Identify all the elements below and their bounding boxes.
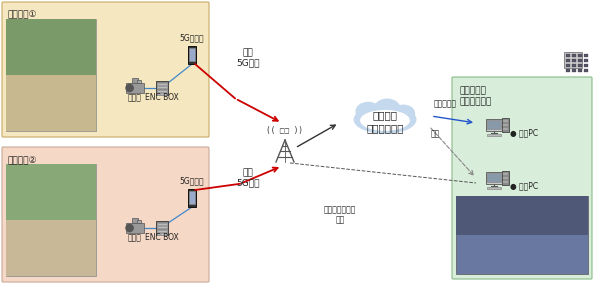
Bar [503,173,508,175]
Bar [584,54,587,57]
Text: フジテレビ
受けスタジオ: フジテレビ 受けスタジオ [459,86,491,106]
Bar [572,64,575,67]
Bar [487,174,500,182]
Bar [156,81,168,95]
Bar [487,187,500,189]
Bar [487,119,502,131]
Text: ENC BOX: ENC BOX [145,93,179,102]
Bar [456,196,588,235]
Bar [563,52,583,68]
Bar [572,69,575,72]
Text: 制御: 制御 [431,129,440,138]
Bar [578,59,581,62]
Bar [487,172,502,184]
Bar [503,120,508,122]
Bar [503,124,508,126]
Bar [157,86,167,88]
Ellipse shape [356,102,380,120]
Ellipse shape [361,111,409,130]
Bar [487,121,500,129]
Bar [487,134,500,136]
Text: 商用
5G回線: 商用 5G回線 [236,168,260,188]
Bar [157,223,167,225]
Text: インターネット
回線: インターネット 回線 [324,205,356,224]
Bar [503,128,508,130]
Bar [156,221,168,235]
Bar [566,64,569,67]
Bar [137,80,142,83]
Bar [503,181,508,183]
Bar [572,54,575,57]
Bar [502,118,509,132]
Bar [502,171,509,185]
Bar [6,164,96,276]
Bar [6,164,96,220]
Bar [578,54,581,57]
Bar [188,46,196,64]
Text: 5Gスマホ: 5Gスマホ [179,176,205,185]
Bar [572,59,575,62]
FancyBboxPatch shape [2,147,209,282]
FancyBboxPatch shape [452,77,592,279]
Bar [578,69,581,72]
Bar [456,196,588,274]
Bar [157,226,167,228]
Bar [133,78,138,83]
Bar [133,218,138,223]
Bar [6,19,96,131]
Text: クラウド
中継システム: クラウド 中継システム [366,110,404,134]
Bar [584,59,587,62]
Bar [6,19,96,75]
Text: 中継拠点②: 中継拠点② [8,155,38,164]
Bar [157,233,167,235]
Text: ● 操作PC: ● 操作PC [510,181,538,190]
Text: カメラ: カメラ [128,233,142,242]
Circle shape [126,84,133,91]
Bar [126,223,144,233]
Bar [6,220,96,276]
Text: 映像・音声: 映像・音声 [434,99,457,108]
Bar [566,54,569,57]
Text: 5Gスマホ: 5Gスマホ [179,33,205,42]
Bar [6,75,96,131]
Text: 商用
5G回線: 商用 5G回線 [236,48,260,67]
Bar [578,64,581,67]
Bar [190,191,194,204]
FancyBboxPatch shape [2,2,209,137]
Bar [126,83,144,93]
Bar [157,83,167,85]
Text: ENC BOX: ENC BOX [145,233,179,242]
Bar [566,59,569,62]
Bar [157,93,167,95]
Bar [566,69,569,72]
Ellipse shape [374,99,400,119]
Bar [188,189,196,207]
Circle shape [126,224,133,232]
Ellipse shape [392,105,415,122]
Bar [584,64,587,67]
Bar [503,177,508,179]
Bar [157,230,167,232]
Text: 中継拠点①: 中継拠点① [8,10,38,19]
Bar [584,69,587,72]
Bar [157,90,167,92]
Ellipse shape [354,106,416,133]
Text: ● 受信PC: ● 受信PC [510,128,538,137]
Bar [190,48,194,61]
Text: (( □□ )): (( □□ )) [266,125,304,135]
Text: カメラ: カメラ [128,93,142,102]
Bar [137,220,142,223]
